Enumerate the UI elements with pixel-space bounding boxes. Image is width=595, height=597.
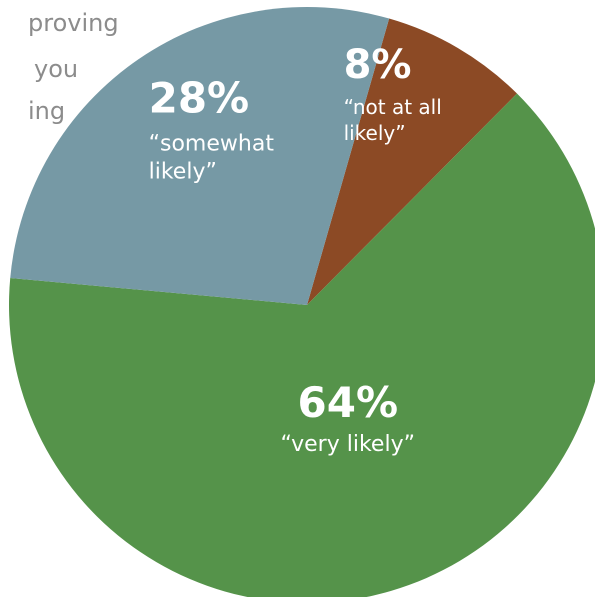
slice-percent-label: 8%: [344, 42, 412, 88]
caption-line-3: ing: [28, 97, 66, 125]
slice-description-label: likely”: [149, 160, 217, 185]
slice-description-label: likely”: [344, 121, 406, 145]
caption-line-2: you: [34, 55, 79, 83]
caption-line-1: proving: [28, 9, 119, 37]
pie-slice-28-pct: [10, 6, 390, 306]
slice-percent-label: 28%: [149, 74, 250, 123]
slice-percent-label: 64%: [298, 378, 399, 427]
pie-slice-8-pct: [307, 18, 517, 305]
slice-description-label: “somewhat: [149, 132, 275, 157]
pie-slice-64-pct: [9, 93, 595, 597]
slice-description-label: “very likely”: [281, 432, 415, 457]
chart-caption: proving you ing: [0, 0, 595, 130]
slice-description-label: “not at all: [344, 95, 442, 119]
